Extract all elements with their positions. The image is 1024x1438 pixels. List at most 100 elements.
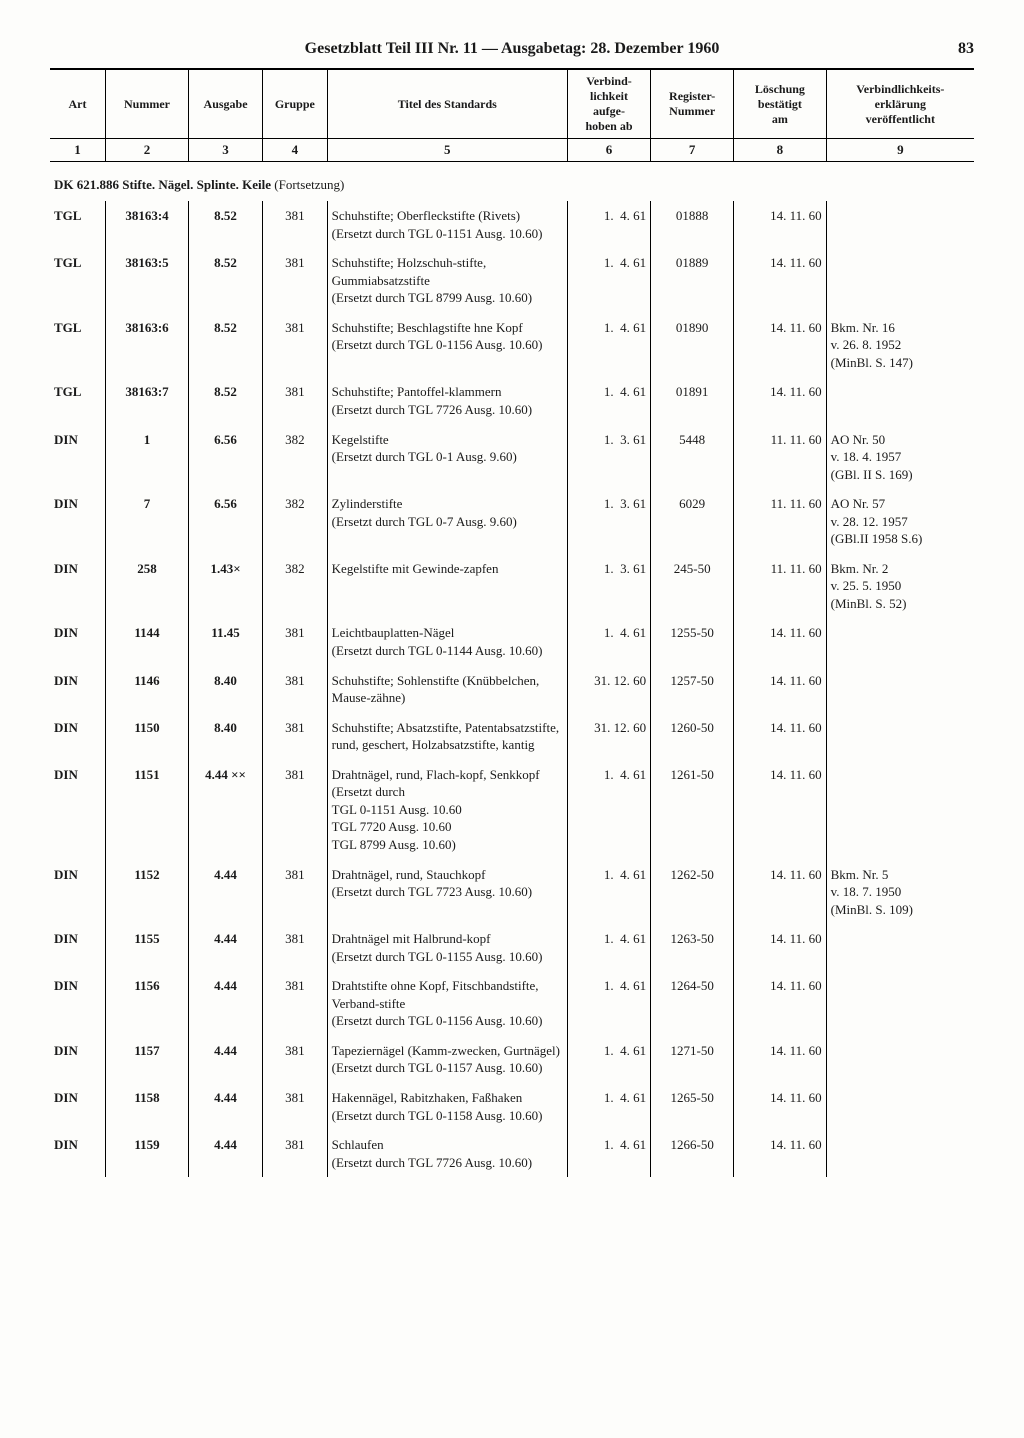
cell-publ (826, 618, 974, 665)
cell-verb: 1. 3. 61 (567, 554, 650, 619)
cell-publ (826, 1036, 974, 1083)
cell-ausg: 4.44 (189, 1130, 263, 1177)
cell-verb: 1. 4. 61 (567, 313, 650, 378)
cell-loesch: 14. 11. 60 (734, 666, 826, 713)
cell-num: 258 (105, 554, 188, 619)
cell-num: 1151 (105, 760, 188, 860)
cell-art: TGL (50, 377, 105, 424)
cell-grp: 381 (263, 1130, 328, 1177)
table-row: DIN11574.44381Tapeziernägel (Kamm-zwecke… (50, 1036, 974, 1083)
col-header-titel: Titel des Standards (327, 70, 567, 139)
cell-publ (826, 377, 974, 424)
table-row: DIN11524.44381Drahtnägel, rund, Stauchko… (50, 860, 974, 925)
cell-reg: 01888 (651, 201, 734, 248)
cell-art: DIN (50, 760, 105, 860)
cell-reg: 01890 (651, 313, 734, 378)
cell-publ: AO Nr. 50 v. 18. 4. 1957 (GBl. II S. 169… (826, 425, 974, 490)
cell-publ: Bkm. Nr. 5 v. 18. 7. 1950 (MinBl. S. 109… (826, 860, 974, 925)
cell-publ (826, 971, 974, 1036)
cell-grp: 381 (263, 248, 328, 313)
cell-grp: 381 (263, 377, 328, 424)
cell-reg: 01889 (651, 248, 734, 313)
cell-loesch: 14. 11. 60 (734, 924, 826, 971)
cell-reg: 1264-50 (651, 971, 734, 1036)
cell-reg: 1262-50 (651, 860, 734, 925)
table-row: DIN11508.40381Schuhstifte; Absatzstifte,… (50, 713, 974, 760)
cell-publ (826, 248, 974, 313)
cell-loesch: 14. 11. 60 (734, 377, 826, 424)
cell-grp: 381 (263, 1083, 328, 1130)
cell-ausg: 4.44 (189, 971, 263, 1036)
col-header-ausgabe: Ausgabe (189, 70, 263, 139)
cell-art: TGL (50, 313, 105, 378)
cell-title: Schuhstifte; Pantoffel-klammern (Ersetzt… (327, 377, 567, 424)
cell-grp: 381 (263, 971, 328, 1036)
cell-title: Hakennägel, Rabitzhaken, Faßhaken (Erset… (327, 1083, 567, 1130)
page-header: Gesetzblatt Teil III Nr. 11 — Ausgabetag… (50, 40, 974, 70)
cell-loesch: 14. 11. 60 (734, 248, 826, 313)
cell-num: 38163:7 (105, 377, 188, 424)
cell-title: Zylinderstifte (Ersetzt durch TGL 0-7 Au… (327, 489, 567, 554)
cell-grp: 381 (263, 313, 328, 378)
cell-ausg: 6.56 (189, 425, 263, 490)
table-row: DIN11594.44381Schlaufen (Ersetzt durch T… (50, 1130, 974, 1177)
cell-publ (826, 713, 974, 760)
section-suffix: (Fortsetzung) (274, 177, 344, 192)
cell-loesch: 14. 11. 60 (734, 1036, 826, 1083)
cell-ausg: 8.40 (189, 666, 263, 713)
cell-title: Drahtnägel mit Halbrund-kopf (Ersetzt du… (327, 924, 567, 971)
col-header-gruppe: Gruppe (263, 70, 328, 139)
cell-verb: 1. 4. 61 (567, 971, 650, 1036)
cell-num: 38163:5 (105, 248, 188, 313)
cell-num: 1152 (105, 860, 188, 925)
cell-ausg: 8.40 (189, 713, 263, 760)
cell-ausg: 4.44 (189, 860, 263, 925)
cell-art: DIN (50, 425, 105, 490)
cell-ausg: 8.52 (189, 248, 263, 313)
cell-reg: 1263-50 (651, 924, 734, 971)
cell-publ (826, 1083, 974, 1130)
cell-ausg: 8.52 (189, 201, 263, 248)
colnum-8: 8 (734, 139, 826, 162)
cell-verb: 31. 12. 60 (567, 713, 650, 760)
colnum-6: 6 (567, 139, 650, 162)
cell-reg: 5448 (651, 425, 734, 490)
cell-ausg: 4.44 (189, 1036, 263, 1083)
cell-ausg: 11.45 (189, 618, 263, 665)
cell-publ: AO Nr. 57 v. 28. 12. 1957 (GBl.II 1958 S… (826, 489, 974, 554)
table-header-row: Art Nummer Ausgabe Gruppe Titel des Stan… (50, 70, 974, 139)
cell-art: DIN (50, 1083, 105, 1130)
cell-art: TGL (50, 201, 105, 248)
cell-verb: 1. 4. 61 (567, 1036, 650, 1083)
cell-verb: 1. 4. 61 (567, 618, 650, 665)
table-row: TGL38163:68.52381Schuhstifte; Beschlagst… (50, 313, 974, 378)
col-header-nummer: Nummer (105, 70, 188, 139)
cell-title: Drahtstifte ohne Kopf, Fitschbandstifte,… (327, 971, 567, 1036)
table-row: DIN11514.44 ××381Drahtnägel, rund, Flach… (50, 760, 974, 860)
colnum-2: 2 (105, 139, 188, 162)
cell-reg: 1266-50 (651, 1130, 734, 1177)
cell-grp: 381 (263, 860, 328, 925)
page-number: 83 (958, 40, 974, 58)
cell-art: DIN (50, 489, 105, 554)
colnum-4: 4 (263, 139, 328, 162)
cell-verb: 1. 4. 61 (567, 377, 650, 424)
cell-num: 1159 (105, 1130, 188, 1177)
cell-reg: 245-50 (651, 554, 734, 619)
table-row: DIN11564.44381Drahtstifte ohne Kopf, Fit… (50, 971, 974, 1036)
table-row: DIN11584.44381Hakennägel, Rabitzhaken, F… (50, 1083, 974, 1130)
table-row: DIN11468.40381Schuhstifte; Sohlenstifte … (50, 666, 974, 713)
table-row: DIN2581.43×382Kegelstifte mit Gewinde-za… (50, 554, 974, 619)
cell-art: DIN (50, 666, 105, 713)
cell-num: 7 (105, 489, 188, 554)
cell-verb: 1. 4. 61 (567, 201, 650, 248)
standards-table: Art Nummer Ausgabe Gruppe Titel des Stan… (50, 70, 974, 1177)
cell-num: 1158 (105, 1083, 188, 1130)
cell-title: Tapeziernägel (Kamm-zwecken, Gurtnägel) … (327, 1036, 567, 1083)
cell-num: 1156 (105, 971, 188, 1036)
cell-grp: 381 (263, 1036, 328, 1083)
colnum-5: 5 (327, 139, 567, 162)
cell-num: 1150 (105, 713, 188, 760)
colnum-3: 3 (189, 139, 263, 162)
cell-reg: 1265-50 (651, 1083, 734, 1130)
